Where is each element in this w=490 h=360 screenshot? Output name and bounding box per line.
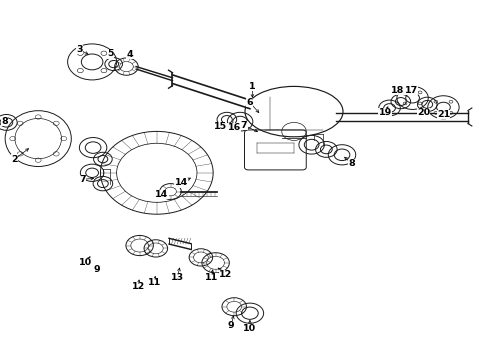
Text: 17: 17 xyxy=(405,86,418,95)
Text: 7: 7 xyxy=(79,175,86,184)
Text: 10: 10 xyxy=(79,258,92,267)
Text: 21: 21 xyxy=(437,110,450,119)
Text: 5: 5 xyxy=(107,49,114,58)
Text: 7: 7 xyxy=(241,121,247,130)
Text: 8: 8 xyxy=(348,159,355,168)
Text: 11: 11 xyxy=(147,278,161,287)
Text: 8: 8 xyxy=(1,117,8,126)
Text: 6: 6 xyxy=(246,98,253,107)
Text: 14: 14 xyxy=(155,190,169,199)
Text: 2: 2 xyxy=(11,154,18,163)
Text: 13: 13 xyxy=(171,274,184,282)
Text: 15: 15 xyxy=(214,122,227,131)
Text: 9: 9 xyxy=(94,266,100,274)
Text: 10: 10 xyxy=(244,324,256,333)
Text: 18: 18 xyxy=(391,86,405,95)
Text: 14: 14 xyxy=(174,178,188,187)
Text: 9: 9 xyxy=(228,321,235,330)
Text: 1: 1 xyxy=(249,82,256,91)
Text: 3: 3 xyxy=(76,45,83,54)
Text: 20: 20 xyxy=(417,108,430,117)
Text: 16: 16 xyxy=(227,123,241,132)
Text: 12: 12 xyxy=(131,282,145,291)
Text: 11: 11 xyxy=(205,273,219,282)
Text: 4: 4 xyxy=(126,50,133,59)
Text: 19: 19 xyxy=(378,108,392,117)
Text: 12: 12 xyxy=(219,270,232,279)
